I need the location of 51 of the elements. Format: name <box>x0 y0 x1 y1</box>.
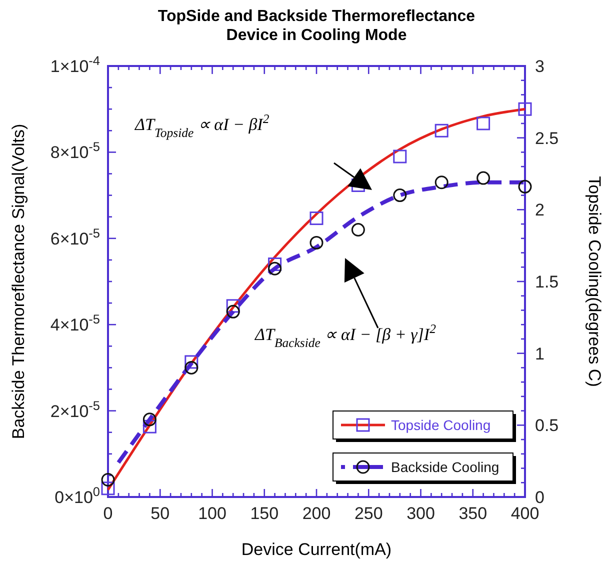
x-tick-label: 350 <box>458 504 488 523</box>
x-tick-label: 0 <box>103 504 113 523</box>
y-tick-label: 8×10$^{-5}$ <box>50 138 100 162</box>
point <box>310 212 324 226</box>
y-axis-title: Backside Thermoreflectance Signal(Volts) <box>9 124 28 440</box>
point <box>434 176 448 190</box>
point <box>518 180 532 194</box>
x-axis-title: Device Current(mA) <box>241 540 392 559</box>
y2-tick-label: 1 <box>535 344 544 364</box>
x-tick-label: 200 <box>302 504 331 523</box>
y2-tick-label: 1.5 <box>535 272 559 292</box>
x-tick-label: 100 <box>198 504 226 523</box>
point <box>184 360 198 374</box>
x-tick-label: 250 <box>354 504 383 523</box>
point <box>476 116 490 130</box>
y2-tick-label: 2.5 <box>535 128 559 148</box>
point <box>434 124 448 138</box>
annotation: ΔT$_{Backside}$ ∝ αI − [β + γ]I$^{2}$ <box>254 322 437 350</box>
point <box>310 236 324 250</box>
point <box>101 482 115 496</box>
y-tick-label: 6×10$^{-5}$ <box>50 224 100 248</box>
point <box>142 412 156 426</box>
legend-label: Backside Cooling <box>391 459 500 475</box>
y2-tick-label: 2 <box>535 200 544 220</box>
y-tick-label: 1×10$^{-4}$ <box>50 52 100 76</box>
y2-axis-title: Topside Cooling(degrees C) <box>585 176 604 387</box>
point <box>101 473 115 487</box>
annotation: ΔT$_{Topside}$ ∝ αI − βI$^{2}$ <box>134 112 270 140</box>
legend-label: Topside Cooling <box>391 417 491 433</box>
point <box>393 188 407 202</box>
point <box>226 304 240 318</box>
y-tick-label: 0×10$^{0}$ <box>54 484 100 507</box>
point <box>142 420 156 434</box>
point <box>268 262 282 276</box>
point <box>518 102 532 116</box>
point <box>226 299 240 313</box>
y2-tick-label: 3 <box>535 57 544 76</box>
point <box>476 171 490 185</box>
y2-tick-label: 0.5 <box>535 416 559 436</box>
point <box>184 355 198 369</box>
x-tick-label: 300 <box>406 504 435 523</box>
x-tick-label: 400 <box>510 504 540 523</box>
x-tick-label: 50 <box>150 504 170 523</box>
chart-title: TopSide and Backside Thermoreflectance Device in Cooling Mode <box>158 8 476 44</box>
x-tick-label: 150 <box>250 504 279 523</box>
point <box>393 150 407 164</box>
y-tick-label: 2×10$^{-5}$ <box>50 397 100 421</box>
point <box>268 258 282 272</box>
point <box>351 223 365 237</box>
y-tick-label: 4×10$^{-5}$ <box>50 311 100 335</box>
y2-tick-label: 0 <box>535 488 544 507</box>
